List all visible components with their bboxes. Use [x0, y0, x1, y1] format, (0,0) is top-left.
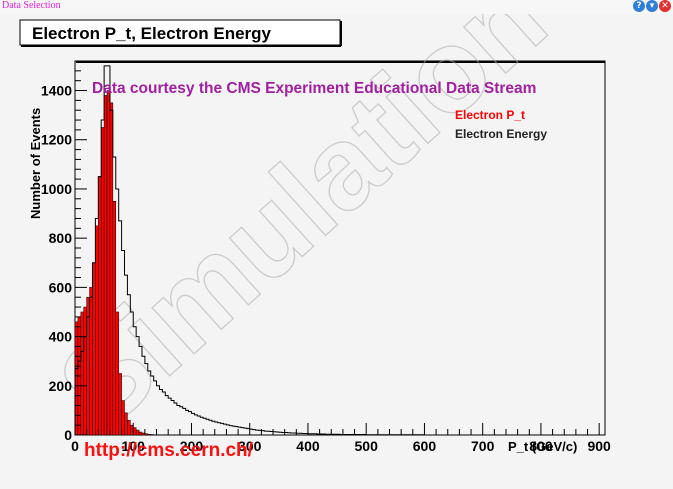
chart-subtitle: Data courtesy the CMS Experiment Educati… — [92, 80, 536, 97]
pt-bar — [106, 90, 111, 436]
x-tick-label: 700 — [471, 438, 495, 454]
legend-energy: Electron Energy — [455, 127, 547, 141]
x-tick-label: 500 — [355, 438, 379, 454]
y-tick-label: 0 — [64, 427, 72, 443]
plot-frame — [74, 60, 606, 436]
x-tick-label: 300 — [238, 438, 262, 454]
legend-pt: Electron P_t — [455, 108, 525, 122]
window-buttons: ? ▾ ✕ — [633, 0, 671, 12]
y-tick-label: 800 — [49, 230, 73, 246]
pt-bar — [138, 431, 143, 436]
help-icon[interactable]: ? — [633, 0, 645, 12]
axes: 0 100 200 300 400 500 600 700 800 900 0 200 400 600 80… — [41, 60, 611, 454]
x-axis-label: P_t (GeV/c) — [508, 439, 577, 454]
y-tick-label: 1200 — [41, 132, 72, 148]
chart-title: Electron P_t, Electron Energy — [32, 24, 272, 43]
x-tick-label: 800 — [529, 438, 553, 454]
y-tick-label: 600 — [49, 279, 73, 295]
pt-bar — [135, 429, 140, 436]
close-icon[interactable]: ✕ — [659, 0, 671, 12]
x-tick-label: 400 — [296, 438, 320, 454]
x-tick-label: 200 — [180, 438, 204, 454]
window-title-bar: Data Selection ? ▾ ✕ — [0, 0, 673, 14]
histogram-chart: Electron P_t, Electron Energy Simulation… — [19, 0, 611, 461]
x-tick-label: 600 — [413, 438, 437, 454]
pt-bar — [103, 95, 108, 436]
pt-bar — [127, 419, 131, 436]
x-tick-label: 0 — [71, 438, 79, 454]
minimize-icon[interactable]: ▾ — [646, 0, 658, 12]
pt-bar — [118, 373, 122, 436]
legend: Electron P_t Electron Energy — [455, 108, 547, 141]
energy-histogram-line — [74, 65, 425, 436]
title-box — [19, 19, 341, 46]
x-tick-label: 900 — [587, 438, 611, 454]
y-axis-label: Number of Events — [28, 108, 43, 219]
pt-bar — [147, 434, 151, 436]
source-url: http://cms.cern.ch/ — [84, 440, 254, 460]
window-title: Data Selection — [2, 0, 61, 11]
y-tick-label: 1000 — [41, 181, 72, 197]
y-tick-label: 1400 — [41, 83, 72, 99]
pt-bar — [112, 201, 117, 436]
y-tick-label: 400 — [49, 329, 73, 345]
y-tick-label: 200 — [49, 378, 73, 394]
pt-bar — [80, 311, 84, 436]
pt-bar — [115, 311, 119, 436]
chart-container: Electron P_t, Electron Energy Simulation… — [10, 0, 672, 461]
x-tick-label: 100 — [122, 438, 146, 454]
pt-bar — [124, 412, 128, 436]
